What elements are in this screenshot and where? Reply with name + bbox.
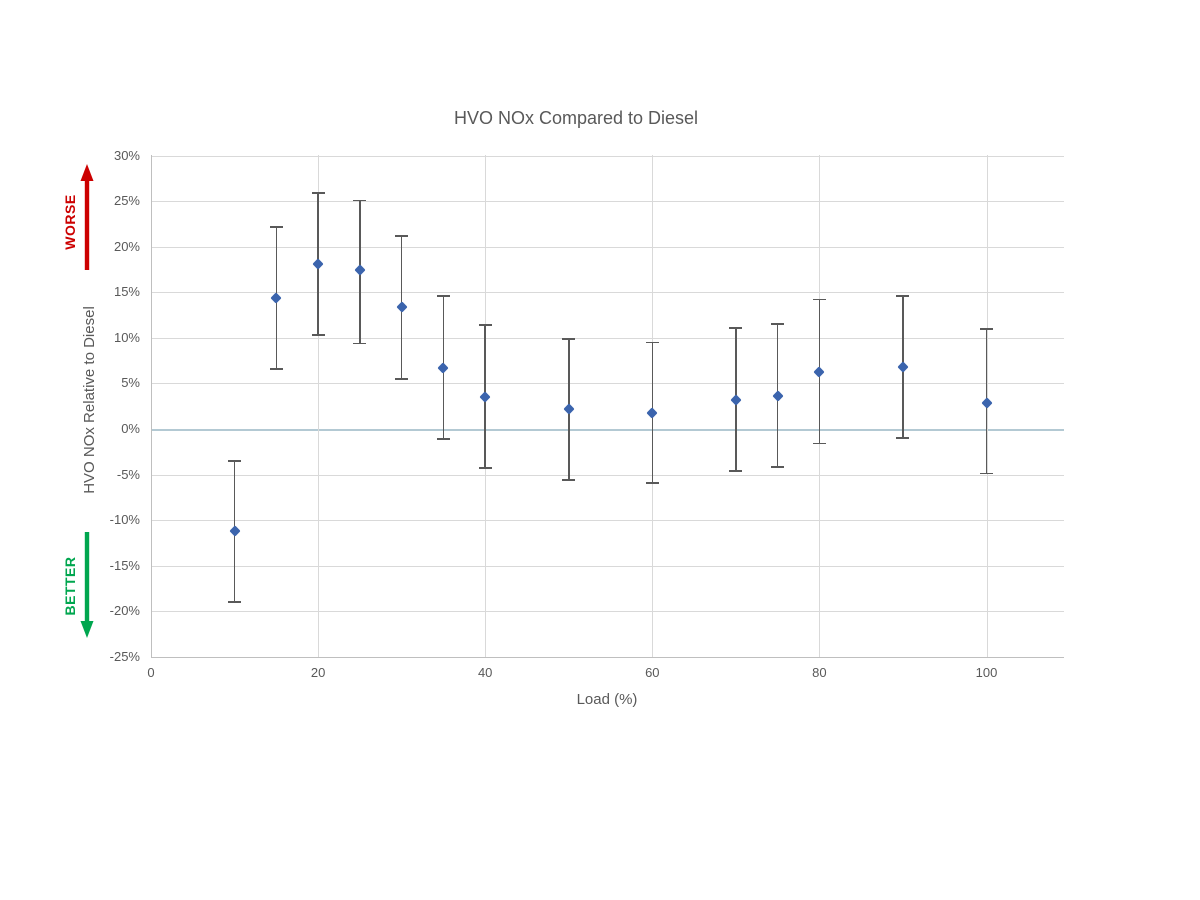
worse-up-arrow-icon	[80, 164, 94, 270]
error-bar-cap	[980, 327, 993, 330]
y-tick-label: 10%	[113, 329, 140, 345]
error-bar-cap	[771, 323, 785, 326]
better-down-arrow-icon	[80, 532, 94, 638]
y-axis-title: HVO NOx Relative to Diesel	[81, 306, 98, 494]
y-axis-line	[151, 155, 152, 657]
data-point-marker	[437, 362, 450, 374]
data-point-marker	[479, 391, 491, 403]
error-bar-cap	[980, 472, 993, 475]
error-bar-cap	[311, 192, 325, 194]
y-tick-label: 5%	[121, 375, 140, 391]
data-point-marker	[563, 403, 575, 415]
error-bar-cap	[896, 437, 910, 439]
horizontal-gridline	[151, 520, 1064, 522]
vertical-gridline	[318, 155, 320, 657]
error-bar-cap	[228, 601, 242, 603]
x-tick-label: 0	[147, 665, 155, 680]
y-tick-label: -20%	[109, 603, 140, 619]
error-bar-cap	[562, 338, 576, 340]
error-bar-cap	[645, 481, 659, 484]
data-point-marker	[228, 525, 241, 537]
error-bar-cap	[269, 225, 283, 228]
x-tick-label: 60	[645, 665, 660, 680]
data-point-marker	[312, 258, 324, 270]
data-point-marker	[646, 406, 658, 419]
error-bar-cap	[562, 479, 576, 481]
horizontal-gridline	[151, 383, 1064, 385]
error-bar-cap	[353, 342, 367, 345]
error-bar-cap	[311, 334, 325, 336]
error-bar-cap	[228, 460, 242, 462]
error-bar-cap	[729, 470, 743, 472]
data-point-marker	[354, 264, 366, 277]
data-point-marker	[730, 394, 742, 406]
y-tick-label: 20%	[113, 238, 140, 254]
error-bar-cap	[478, 324, 492, 326]
error-bar-cap	[436, 295, 450, 297]
error-bar-cap	[812, 442, 826, 445]
horizontal-gridline	[151, 155, 1064, 157]
horizontal-gridline	[151, 246, 1064, 248]
y-tick-label: 0%	[121, 421, 140, 436]
data-point-marker	[270, 292, 282, 304]
x-axis-title: Load (%)	[576, 691, 638, 708]
error-bar-cap	[478, 467, 492, 469]
y-tick-label: 25%	[113, 193, 140, 209]
error-bar-cap	[812, 298, 826, 301]
y-tick-label: 15%	[113, 284, 140, 300]
y-tick-label: -5%	[116, 466, 140, 482]
y-tick-label: 30%	[113, 147, 140, 163]
horizontal-gridline	[151, 656, 1064, 658]
data-point-marker	[813, 365, 826, 378]
horizontal-gridline	[151, 292, 1064, 294]
x-tick-label: 80	[812, 665, 827, 680]
error-bar-cap	[395, 378, 409, 380]
error-bar-cap	[729, 327, 743, 329]
data-point-marker	[980, 396, 993, 409]
error-bar-cap	[395, 235, 409, 237]
worse-annotation-label: WORSE	[62, 194, 78, 250]
horizontal-gridline	[151, 337, 1064, 339]
zero-reference-line	[151, 429, 1064, 431]
better-annotation-label: BETTER	[62, 556, 78, 616]
horizontal-gridline	[151, 565, 1064, 567]
horizontal-gridline	[151, 611, 1064, 613]
error-bar-cap	[896, 295, 910, 297]
data-point-marker	[395, 301, 408, 313]
horizontal-gridline	[151, 201, 1064, 203]
x-tick-label: 40	[477, 665, 493, 680]
plot-area	[151, 155, 1064, 658]
error-bar-cap	[269, 368, 283, 370]
horizontal-gridline	[151, 474, 1064, 476]
error-bar-cap	[645, 341, 659, 344]
y-tick-label: -15%	[109, 557, 140, 573]
error-bar-cap	[771, 466, 785, 469]
error-bar-cap	[436, 438, 450, 440]
error-bar-cap	[353, 199, 367, 202]
x-tick-label: 20	[310, 665, 326, 680]
chart-title: HVO NOx Compared to Diesel	[453, 108, 699, 128]
data-point-marker	[771, 390, 784, 402]
y-tick-label: -25%	[109, 648, 140, 664]
data-point-marker	[897, 361, 909, 373]
y-tick-label: -10%	[109, 512, 140, 528]
x-tick-label: 100	[975, 665, 998, 680]
